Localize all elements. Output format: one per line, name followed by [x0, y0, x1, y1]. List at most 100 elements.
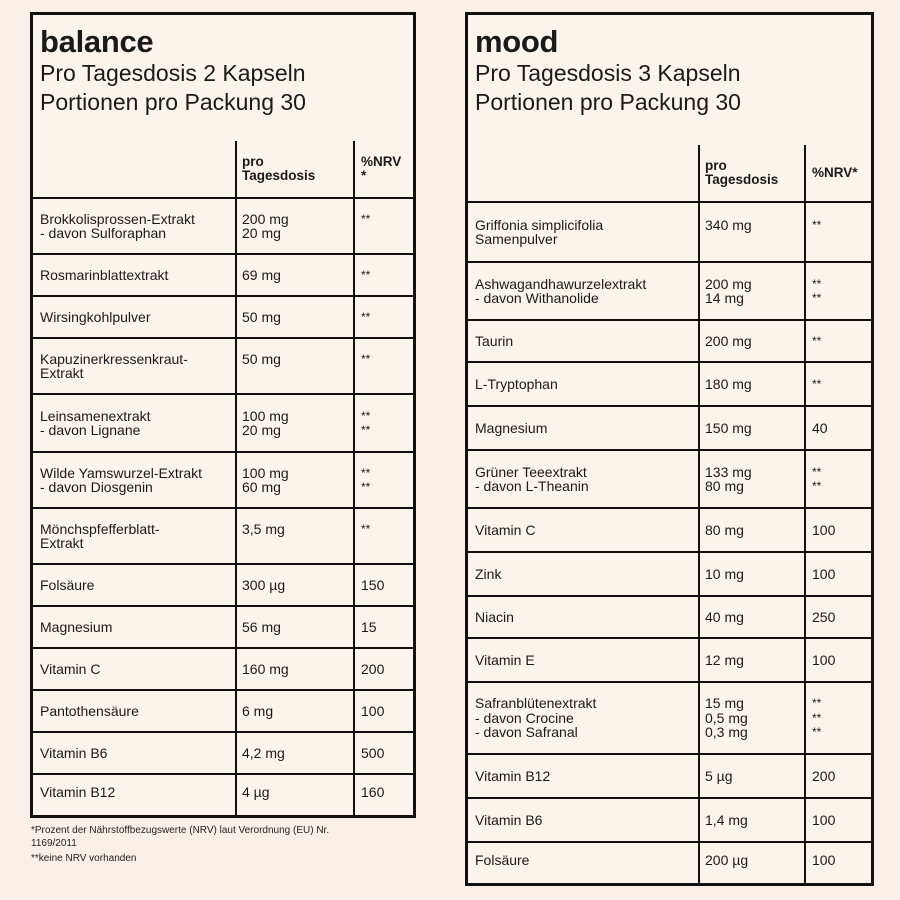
- mood-row-divider: [468, 201, 871, 203]
- nrv-value: **: [812, 334, 821, 349]
- ingredient-name-line: - davon Safranal: [475, 724, 578, 741]
- daily-dose-line: 80 mg: [705, 478, 744, 494]
- ingredient-name-line: L-Tryptophan: [475, 375, 558, 392]
- daily-dose: 100 mg 20 mg: [242, 408, 289, 438]
- daily-dose: 300 µg: [242, 578, 285, 593]
- ingredient-name-line: Mönchspfefferblatt-: [40, 520, 160, 537]
- ingredient-name: Brokkolisprossen-Extrakt - davon Sulforap…: [40, 211, 195, 241]
- daily-dose-line: 1,4 mg: [705, 811, 748, 828]
- col-header-dose-line: pro: [705, 158, 727, 173]
- balance-header: balance Pro Tagesdosis 2 Kapseln Portion…: [40, 25, 407, 117]
- balance-title: balance: [40, 24, 154, 59]
- ingredient-name: Rosmarinblattextrakt: [40, 268, 168, 283]
- daily-dose-line: 20 mg: [242, 422, 281, 438]
- balance-portions: Portionen pro Packung 30: [40, 89, 306, 115]
- ingredient-name: Leinsamenextrakt - davon Lignane: [40, 407, 151, 438]
- daily-dose-line: 200 mg: [242, 210, 289, 227]
- daily-dose: 5 µg: [705, 769, 733, 784]
- nrv-value: 15: [361, 620, 377, 635]
- col-header-dose-line: pro: [242, 154, 264, 169]
- nrv-value-line: 100: [361, 702, 385, 719]
- mood-row-divider: [468, 841, 871, 843]
- nrv-value: ** **: [361, 409, 370, 438]
- ingredient-name-line: Vitamin B12: [40, 783, 116, 800]
- daily-dose: 10 mg: [705, 567, 744, 582]
- balance-row-divider: [33, 731, 413, 733]
- ingredient-name: Taurin: [475, 334, 513, 349]
- daily-dose: 180 mg: [705, 377, 752, 392]
- nrv-value: **: [812, 218, 821, 233]
- ingredient-name-line: Vitamin B12: [475, 767, 551, 784]
- balance-row-divider: [33, 563, 413, 565]
- balance-row-divider: [33, 507, 413, 509]
- daily-dose-line: 50 mg: [242, 350, 281, 367]
- daily-dose-line: 300 µg: [242, 576, 286, 593]
- balance-row-divider: [33, 647, 413, 649]
- daily-dose: 4,2 mg: [242, 746, 285, 761]
- daily-dose-line: 3,5 mg: [242, 520, 285, 537]
- daily-dose-line: 15 mg: [705, 695, 744, 712]
- ingredient-name: Grüner Teeextrakt - davon L-Theanin: [475, 463, 589, 494]
- mood-title: mood: [475, 24, 559, 59]
- col-header-nrv-line: *: [361, 168, 367, 183]
- mood-row-divider: [468, 261, 871, 263]
- nrv-value: **: [361, 352, 370, 367]
- mood-column-divider: [804, 145, 806, 883]
- nrv-value: 100: [812, 523, 835, 538]
- daily-dose: 200 mg 14 mg: [705, 276, 752, 306]
- nrv-value-line: 150: [361, 576, 385, 593]
- ingredient-name-line: Leinsamenextrakt: [40, 407, 151, 424]
- ingredient-name: Kapuzinerkressenkraut- Extrakt: [40, 351, 188, 381]
- daily-dose: 3,5 mg: [242, 520, 285, 537]
- daily-dose: 80 mg: [705, 523, 744, 538]
- ingredient-name-line: - davon Diosgenin: [40, 479, 153, 495]
- col-header-nrv-line: %NRV: [361, 154, 402, 169]
- ingredient-name: Vitamin B6: [475, 813, 542, 828]
- ingredient-name: Pantothensäure: [40, 704, 139, 719]
- balance-column-divider: [235, 141, 237, 815]
- ingredient-name-line: Wilde Yamswurzel-Extrakt: [40, 464, 203, 481]
- ingredient-name-line: - davon L-Theanin: [475, 478, 589, 494]
- ingredient-name-line: Grüner Teeextrakt: [475, 463, 587, 480]
- nrv-value-line: 40: [812, 419, 828, 436]
- ingredient-name-line: Zink: [475, 565, 502, 582]
- daily-dose-line: 160 mg: [242, 660, 289, 677]
- col-header-nrv-line: %NRV*: [812, 165, 858, 180]
- ingredient-name: Niacin: [475, 610, 514, 625]
- daily-dose: 200 mg: [705, 334, 752, 349]
- nrv-value-line: **: [812, 376, 822, 391]
- mood-dosage: Pro Tagesdosis 3 Kapseln: [475, 60, 741, 86]
- mood-row-divider: [468, 405, 871, 407]
- nrv-value-line: **: [361, 267, 371, 282]
- nrv-value-line: **: [361, 309, 371, 324]
- mood-row-divider: [468, 595, 871, 597]
- daily-dose-line: 80 mg: [705, 521, 744, 538]
- ingredient-name-line: Vitamin B6: [40, 744, 108, 761]
- mood-row-divider: [468, 797, 871, 799]
- nrv-value-line: **: [812, 479, 822, 493]
- ingredient-name-line: Vitamin C: [475, 521, 536, 538]
- ingredient-name: Ashwagandhawurzelextrakt - davon Withano…: [475, 276, 646, 306]
- daily-dose-line: 56 mg: [242, 618, 281, 635]
- ingredient-name: Vitamin B6: [40, 746, 107, 761]
- nrv-value-line: 100: [812, 565, 836, 582]
- balance-col-header-dose: pro Tagesdosis: [242, 155, 315, 183]
- mood-column-divider: [698, 145, 700, 883]
- daily-dose: 15 mg 0,5 mg 0,3 mg: [705, 696, 748, 740]
- nrv-value: ** **: [812, 277, 821, 306]
- nrv-value-line: **: [812, 710, 822, 725]
- daily-dose-line: 4,2 mg: [242, 744, 285, 761]
- daily-dose: 150 mg: [705, 421, 752, 436]
- daily-dose-line: 6 mg: [242, 702, 274, 719]
- ingredient-name-line: - davon Withanolide: [475, 290, 599, 306]
- nrv-value: **: [361, 212, 370, 227]
- mood-row-divider: [468, 449, 871, 451]
- daily-dose: 4 µg: [242, 785, 270, 800]
- nrv-value-line: **: [361, 351, 371, 366]
- nrv-value-line: 200: [361, 660, 385, 677]
- daily-dose: 1,4 mg: [705, 813, 748, 828]
- nrv-value: 100: [361, 704, 384, 719]
- nrv-value: 100: [812, 813, 835, 828]
- balance-column-divider: [353, 141, 355, 815]
- ingredient-name: Vitamin C: [475, 523, 535, 538]
